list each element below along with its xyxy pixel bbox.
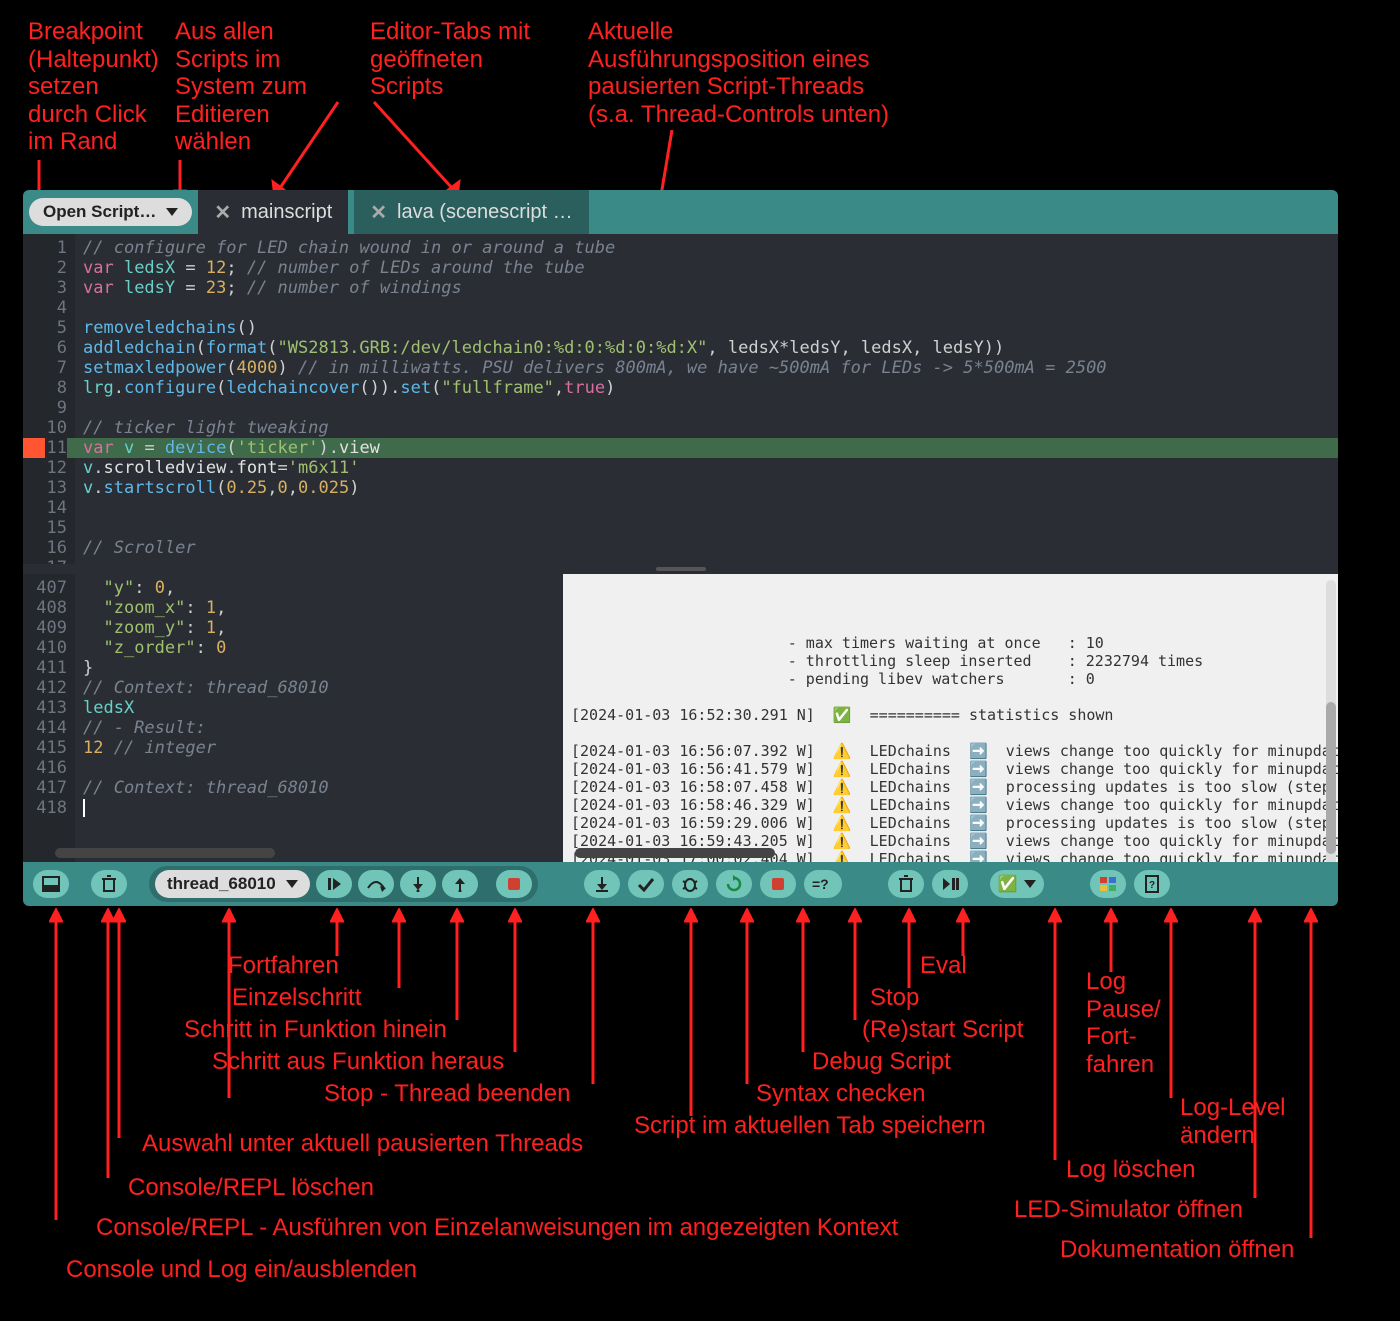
tab-label: mainscript xyxy=(241,201,332,224)
open-script-dropdown[interactable]: Open Script… xyxy=(29,198,192,226)
anno-docs: Dokumentation öffnen xyxy=(1060,1236,1294,1264)
breakpoint-marker[interactable] xyxy=(23,438,45,458)
clear-log-button[interactable] xyxy=(888,870,924,898)
anno-eval: Eval xyxy=(920,952,967,980)
toggle-console-button[interactable] xyxy=(33,870,69,898)
anno-replclear: Console/REPL löschen xyxy=(128,1174,374,1202)
anno-stopscript: Stop xyxy=(870,984,919,1012)
anno-syntax: Syntax checken xyxy=(756,1080,925,1108)
tab-lava[interactable]: ✕ lava (scenescript … xyxy=(354,190,588,234)
syntax-check-button[interactable] xyxy=(628,870,664,898)
log-scrollbar[interactable] xyxy=(1326,580,1336,884)
anno-continue: Fortfahren xyxy=(228,952,339,980)
anno-loglevel: Log-Level ändern xyxy=(1180,1094,1285,1149)
debug-script-button[interactable] xyxy=(672,870,708,898)
svg-text:=?: =? xyxy=(812,877,829,891)
log-pause-button[interactable] xyxy=(932,870,968,898)
led-simulator-button[interactable] xyxy=(1090,870,1126,898)
repl-hscrollbar[interactable] xyxy=(55,848,275,858)
repl-console[interactable]: 407408409410411412413414415416417418 "y"… xyxy=(23,574,563,890)
close-icon[interactable]: ✕ xyxy=(370,200,387,225)
close-icon[interactable]: ✕ xyxy=(214,200,231,225)
horizontal-splitter[interactable] xyxy=(23,564,1338,574)
step-out-button[interactable] xyxy=(442,870,478,898)
anno-toggle: Console und Log ein/ausblenden xyxy=(66,1256,417,1284)
anno-stepout: Schritt aus Funktion heraus xyxy=(212,1048,504,1076)
anno-debug: Debug Script xyxy=(812,1048,951,1076)
step-in-button[interactable] xyxy=(400,870,436,898)
anno-threadsel: Auswahl unter aktuell pausierten Threads xyxy=(142,1130,583,1158)
editor-code[interactable]: // configure for LED chain wound in or a… xyxy=(75,234,1338,564)
save-script-button[interactable] xyxy=(584,870,620,898)
anno-breakpoint: Breakpoint (Haltepunkt) setzen durch Cli… xyxy=(28,18,159,156)
thread-controls-group: thread_68010 xyxy=(149,866,538,902)
stop-thread-button[interactable] xyxy=(496,870,532,898)
eval-button[interactable]: =? xyxy=(804,870,842,898)
thread-select-dropdown[interactable]: thread_68010 xyxy=(155,870,310,898)
anno-tabs: Editor-Tabs mit geöffneten Scripts xyxy=(370,18,530,101)
thread-select-label: thread_68010 xyxy=(167,874,276,894)
step-button[interactable] xyxy=(358,870,394,898)
lower-panels: 407408409410411412413414415416417418 "y"… xyxy=(23,574,1338,890)
stop-script-button[interactable] xyxy=(760,870,796,898)
anno-stop: Stop - Thread beenden xyxy=(324,1080,570,1108)
clear-repl-button[interactable] xyxy=(91,870,127,898)
tab-bar: Open Script… ✕ mainscript ✕ lava (scenes… xyxy=(23,190,1338,234)
svg-text:?: ? xyxy=(1149,880,1155,891)
ide-window: Open Script… ✕ mainscript ✕ lava (scenes… xyxy=(23,190,1338,890)
anno-stepin: Schritt in Funktion hinein xyxy=(184,1016,447,1044)
anno-ledsim: LED-Simulator öffnen xyxy=(1014,1196,1243,1224)
anno-restart: (Re)start Script xyxy=(862,1016,1023,1044)
anno-execpos: Aktuelle Ausführungsposition eines pausi… xyxy=(588,18,889,128)
editor-gutter[interactable]: 123456789101112131415161718 ▾19 xyxy=(23,234,75,564)
repl-gutter: 407408409410411412413414415416417418 xyxy=(23,574,75,890)
tab-label: lava (scenescript … xyxy=(397,201,573,224)
anno-repl: Console/REPL - Ausführen von Einzelanwei… xyxy=(96,1214,898,1242)
repl-code[interactable]: "y": 0, "zoom_x": 1, "zoom_y": 1, "z_ord… xyxy=(75,574,563,890)
code-editor[interactable]: 123456789101112131415161718 ▾19 // confi… xyxy=(23,234,1338,564)
chevron-down-icon xyxy=(286,880,298,888)
open-script-label: Open Script… xyxy=(43,202,156,222)
anno-step: Einzelschritt xyxy=(232,984,361,1012)
anno-logclear: Log löschen xyxy=(1066,1156,1195,1184)
anno-logpause: Log Pause/ Fort- fahren xyxy=(1086,968,1161,1078)
log-hscrollbar[interactable] xyxy=(575,848,775,858)
continue-button[interactable] xyxy=(316,870,352,898)
tab-mainscript[interactable]: ✕ mainscript xyxy=(198,190,348,234)
documentation-button[interactable]: ? xyxy=(1134,870,1170,898)
log-level-dropdown[interactable]: ✅ xyxy=(990,870,1044,898)
chevron-down-icon xyxy=(166,208,178,216)
restart-script-button[interactable] xyxy=(716,870,752,898)
chevron-down-icon xyxy=(1024,880,1036,888)
bottom-toolbar: thread_68010 =? ✅ ? xyxy=(23,862,1338,906)
log-pane[interactable]: - max timers waiting at once : 10 - thro… xyxy=(563,574,1338,890)
anno-save: Script im aktuellen Tab speichern xyxy=(634,1112,986,1140)
